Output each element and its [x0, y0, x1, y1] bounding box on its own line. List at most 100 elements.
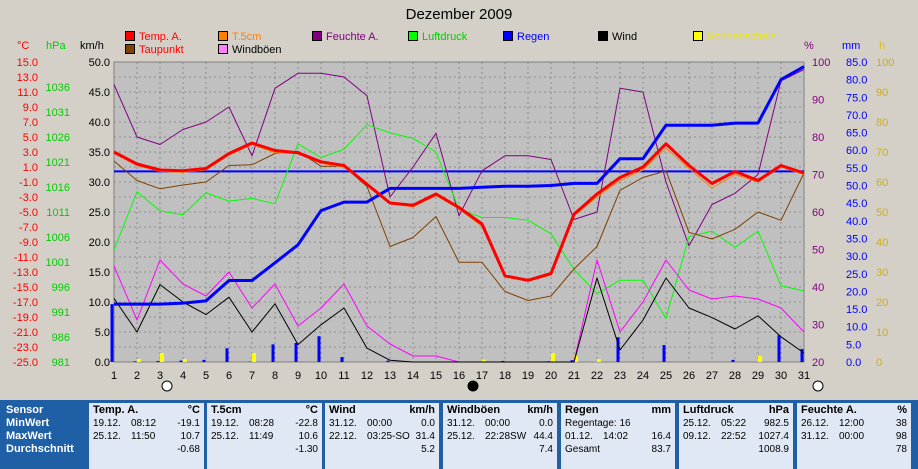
- col-title: T.5cm: [211, 404, 242, 416]
- tick-pressure: 1031: [46, 107, 70, 119]
- tick-day: 4: [180, 370, 186, 382]
- series-wind: [113, 277, 805, 363]
- rain-bar: [294, 342, 298, 362]
- min-value: 0.0: [539, 418, 553, 429]
- legend-label: Taupunkt: [139, 44, 184, 56]
- tick-temp: 5.0: [23, 132, 38, 144]
- legend-sunshine: Sonnenschein: [693, 31, 777, 44]
- tick-sun: 80: [876, 117, 888, 129]
- tick-day: 15: [430, 370, 442, 382]
- tick-wind: 20.0: [89, 237, 110, 249]
- min-date: 26.12.: [801, 418, 829, 429]
- tick-rain: 75.0: [846, 92, 867, 104]
- tick-pressure: 986: [52, 332, 70, 344]
- sun-bar: [160, 353, 164, 362]
- unit-temp: °C: [17, 40, 30, 52]
- tick-wind: 40.0: [89, 117, 110, 129]
- sun-bar: [183, 359, 187, 362]
- new-moon-icon: [467, 380, 479, 392]
- tick-temp: 3.0: [23, 147, 38, 159]
- tick-day: 29: [752, 370, 764, 382]
- stats-col-humidity: Feuchte A.% 26.12. 12:00 38 31.12. 00:00 98 …: [797, 403, 911, 469]
- rain-bar: [202, 359, 206, 362]
- tick-temp: -7.0: [19, 222, 38, 234]
- rain-days: Regentage: 16: [565, 418, 631, 429]
- legend-t5cm: T.5cm: [218, 31, 261, 44]
- legend-label: Wind: [612, 31, 638, 43]
- min-date: 31.12.: [447, 418, 475, 429]
- col-unit: °C: [187, 404, 200, 416]
- tick-day: 2: [134, 370, 140, 382]
- tick-wind: 35.0: [89, 147, 110, 159]
- rain-bar: [570, 360, 574, 362]
- col-unit: mm: [651, 404, 671, 416]
- tick-temp: 1.0: [23, 162, 38, 174]
- tick-temp: -9.0: [19, 237, 38, 249]
- min-value: -22.8: [295, 418, 318, 429]
- legend-humidity: Feuchte A.: [312, 31, 379, 44]
- legend-swatch: [693, 31, 703, 41]
- tick-temp: -11.0: [14, 252, 38, 264]
- tick-day: 6: [226, 370, 232, 382]
- rain-bar: [340, 357, 344, 362]
- min-value: 38: [895, 418, 907, 429]
- chart-title: Dezember 2009: [405, 6, 513, 23]
- max-value: 10.6: [298, 431, 318, 442]
- rain-bar: [777, 335, 781, 362]
- legend-rain: Regen: [503, 31, 549, 44]
- tick-rain: 45.0: [846, 198, 867, 210]
- tick-temp: -25.0: [13, 357, 38, 369]
- col-title: Windböen: [447, 404, 501, 416]
- tick-day: 1: [111, 370, 117, 382]
- legend-label: Temp. A.: [139, 31, 182, 43]
- tick-temp: 13.0: [17, 72, 38, 84]
- stats-col-pressure: Luftdruck hPa 25.12. 05:22 982.5 09.12. 22:5…: [679, 403, 793, 469]
- unit-humidity: %: [804, 40, 814, 52]
- tick-day: 19: [522, 370, 534, 382]
- tick-temp: 9.0: [23, 102, 38, 114]
- tick-wind: 10.0: [89, 297, 110, 309]
- max-value: 16.4: [651, 431, 671, 442]
- tick-rain: 80.0: [846, 75, 867, 87]
- tick-wind: 0.0: [95, 357, 110, 369]
- tick-day: 18: [499, 370, 511, 382]
- rain-bar: [179, 360, 183, 362]
- max-date: 25.12.: [93, 431, 121, 442]
- tick-rain: 5.0: [846, 339, 861, 351]
- max-value: 44.4: [533, 431, 553, 442]
- tick-day: 8: [272, 370, 278, 382]
- legend-swatch: [598, 31, 608, 41]
- tick-humidity: 50: [812, 245, 824, 257]
- label-sensor: Sensor: [6, 404, 44, 416]
- tick-day: 5: [203, 370, 209, 382]
- tick-wind: 15.0: [89, 267, 110, 279]
- max-time: 22:52: [721, 431, 747, 442]
- legend-temp: Temp. A.: [125, 31, 182, 44]
- tick-day: 27: [706, 370, 718, 382]
- col-unit: °C: [305, 404, 318, 416]
- col-unit: km/h: [527, 404, 553, 416]
- legend-label: Luftdruck: [422, 31, 468, 43]
- tick-day: 3: [157, 370, 163, 382]
- tick-humidity: 100: [812, 57, 830, 69]
- tick-temp: 7.0: [23, 117, 38, 129]
- avg-value: 1008.9: [758, 444, 789, 455]
- unit-wind: km/h: [80, 40, 104, 52]
- tick-temp: 11.0: [17, 87, 38, 99]
- tick-day: 25: [660, 370, 672, 382]
- tick-temp: -13.0: [13, 267, 38, 279]
- tick-humidity: 80: [812, 132, 824, 144]
- min-time: 08:28: [249, 418, 275, 429]
- stats-row-labels: Sensor MinWert MaxWert Durchschnitt: [0, 403, 85, 469]
- tick-humidity: 70: [812, 170, 824, 182]
- tick-pressure: 1026: [46, 132, 70, 144]
- tick-pressure: 1021: [46, 157, 70, 169]
- avg-value: 5.2: [421, 444, 435, 455]
- avg-value: -0.68: [177, 444, 200, 455]
- tick-sun: 0: [876, 357, 882, 369]
- rain-bar: [386, 360, 390, 362]
- max-date: 31.12.: [801, 431, 829, 442]
- stats-col-rain: Regen mm Regentage: 16 01.12. 14:02 16.4 Ge…: [561, 403, 675, 469]
- tick-pressure: 1006: [46, 232, 70, 244]
- max-date: 25.12.: [447, 431, 475, 442]
